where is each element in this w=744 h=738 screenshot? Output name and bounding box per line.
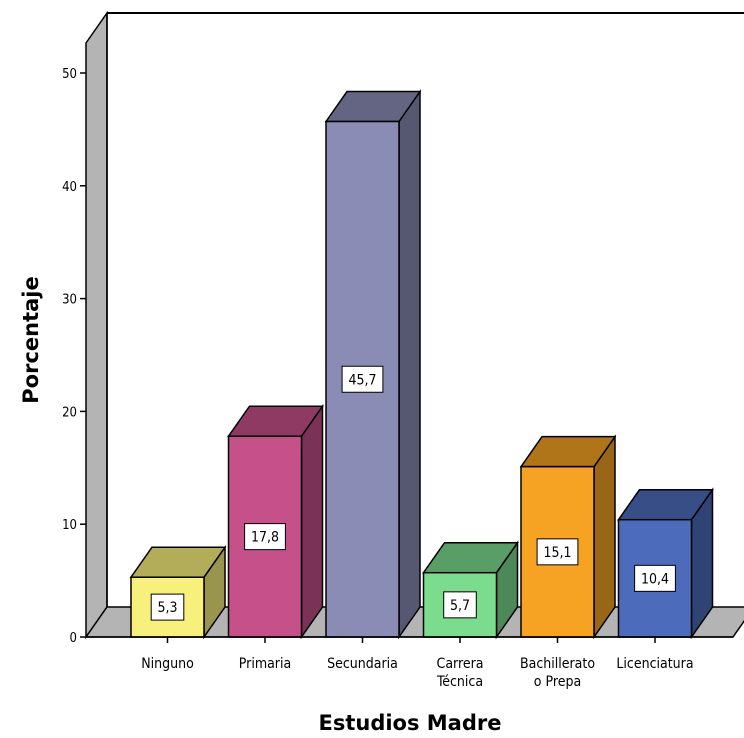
value-label-box [443, 591, 477, 619]
value-label: 10,4 [641, 571, 669, 587]
bar: 45,7 [324, 89, 422, 640]
bar: 10,4 [617, 487, 714, 640]
bar-side [398, 89, 421, 640]
bar: 5,3 [129, 544, 227, 640]
x-tick-label: Ninguno [141, 656, 194, 672]
x-tick-label: Licenciatura [616, 656, 693, 672]
value-label: 45,7 [348, 372, 376, 388]
y-axis-title: Porcentaje [19, 276, 43, 403]
value-label-box [150, 593, 185, 621]
y-tick-label: 40 [62, 180, 77, 195]
side-wall [85, 10, 108, 640]
x-axis-title: Estudios Madre [318, 711, 501, 735]
y-tick-label: 0 [70, 631, 77, 646]
y-axis: 0 10 20 30 40 50 [62, 67, 86, 646]
y-tick-label: 30 [62, 293, 77, 308]
x-axis: Ninguno Primaria Secundaria Carrera Técnica B… [86, 636, 733, 690]
x-tick-label: Primaria [239, 656, 291, 672]
x-tick-label: Carrera Técnica [436, 656, 484, 690]
value-label-box [244, 523, 286, 551]
x-tick-label: Secundaria [327, 656, 398, 672]
value-label-box [536, 538, 579, 566]
value-label-box [634, 564, 676, 592]
value-label-box [341, 365, 384, 393]
bar: 17,8 [227, 403, 324, 640]
bars: 5,3 17,8 45,7 5,7 15,1 10,4 [129, 89, 714, 640]
bar-side [593, 434, 616, 640]
y-tick-label: 20 [62, 405, 77, 420]
bar: 5,7 [422, 540, 519, 640]
value-label: 5,7 [450, 598, 470, 614]
value-label: 15,1 [543, 545, 571, 561]
value-label: 5,3 [157, 600, 177, 616]
y-tick-label: 50 [62, 67, 77, 82]
value-label: 17,8 [251, 530, 279, 546]
y-tick-label: 10 [62, 518, 77, 533]
bar-side [300, 403, 324, 640]
bar: 15,1 [519, 434, 617, 640]
x-tick-label: Bachillerato o Prepa [520, 656, 595, 690]
